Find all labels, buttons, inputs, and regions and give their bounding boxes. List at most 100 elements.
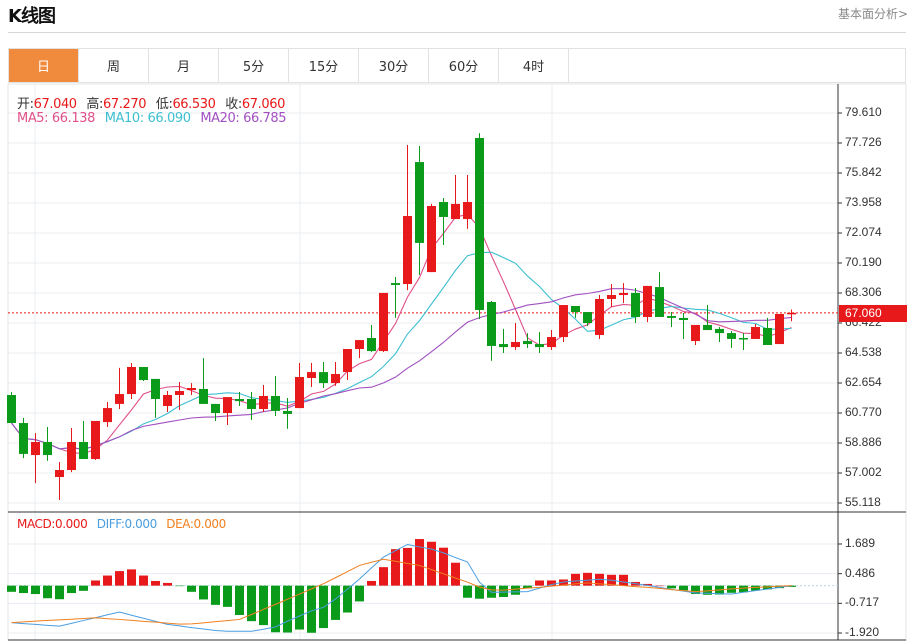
macd-bar — [619, 574, 628, 586]
candle — [775, 313, 784, 345]
macd-bar — [427, 541, 436, 586]
candle — [499, 328, 508, 353]
price-tick-label: 58.886 — [845, 435, 882, 449]
candle-body — [583, 312, 592, 324]
candle — [139, 366, 148, 381]
candle-body — [487, 302, 496, 346]
tab-5min[interactable]: 5分 — [219, 49, 289, 82]
candle — [583, 312, 592, 327]
candle-body — [787, 312, 796, 315]
candle-body — [667, 316, 676, 318]
macd-bar — [583, 572, 592, 586]
ohlc-legend: 开:67.040 高:67.270 低:66.530 收:67.060 — [17, 93, 291, 112]
ma5-line — [11, 213, 792, 455]
candle — [523, 333, 532, 349]
candle — [115, 367, 124, 410]
candle-body — [223, 397, 232, 413]
candle-body — [727, 333, 736, 339]
candle-body — [451, 203, 460, 220]
tab-4hour[interactable]: 4时 — [499, 49, 569, 82]
candle — [343, 348, 352, 381]
macd-bar — [223, 585, 232, 607]
dea-line — [11, 558, 792, 625]
tab-15min[interactable]: 15分 — [289, 49, 359, 82]
macd-bar — [343, 585, 352, 613]
price-tick-label: 79.610 — [845, 105, 882, 119]
macd-bar — [679, 585, 688, 591]
candle-body — [79, 441, 88, 460]
candle — [7, 391, 16, 424]
candle-body — [91, 420, 100, 460]
candle-body — [631, 292, 640, 317]
macd-bar — [355, 585, 364, 602]
macd-bar — [187, 585, 196, 592]
ma5-legend: MA5: 66.138 — [17, 111, 95, 126]
candle — [43, 427, 52, 461]
candle-body — [343, 348, 352, 373]
price-tick-label: 72.074 — [845, 225, 882, 239]
tab-60min[interactable]: 60分 — [429, 49, 499, 82]
macd-bar — [235, 585, 244, 615]
macd-bar — [103, 575, 112, 586]
macd-bar — [403, 547, 412, 586]
candle-body — [523, 341, 532, 345]
candle-body — [115, 394, 124, 404]
period-tabs: 日 周 月 5分 15分 30分 60分 4时 — [8, 48, 906, 83]
candle-body — [463, 202, 472, 220]
price-tick-label: 64.538 — [845, 345, 882, 359]
candle — [511, 323, 520, 350]
low-value: 66.530 — [172, 97, 216, 112]
candle — [379, 292, 388, 353]
candle-body — [307, 372, 316, 378]
fundamental-analysis-link[interactable]: 基本面分析> — [837, 7, 908, 21]
candle — [79, 420, 88, 460]
candle-body — [235, 398, 244, 402]
price-tick-label: 75.842 — [845, 165, 882, 179]
candle — [439, 198, 448, 246]
candle-body — [643, 285, 652, 317]
open-label: 开: — [17, 97, 34, 112]
candle-body — [571, 305, 580, 313]
price-tick-label: 77.726 — [845, 135, 882, 149]
candle-body — [247, 398, 256, 410]
last-price-tag: 67.060 — [839, 305, 907, 322]
macd-bar — [703, 585, 712, 595]
candle — [559, 305, 568, 342]
candle — [739, 333, 748, 350]
ma20-legend: MA20: 66.785 — [200, 111, 287, 126]
macd-tick-label: -1.920 — [845, 625, 880, 639]
candle-body — [391, 283, 400, 285]
candle-body — [55, 470, 64, 478]
macd-bar — [55, 585, 64, 600]
candle — [655, 272, 664, 317]
candle — [391, 277, 400, 318]
candle-body — [535, 344, 544, 348]
macd-bar — [667, 585, 676, 589]
tab-30min[interactable]: 30分 — [359, 49, 429, 82]
candle-body — [415, 162, 424, 243]
candle — [547, 330, 556, 350]
candle — [367, 324, 376, 353]
price-tick-label: 57.002 — [845, 465, 882, 479]
divider — [8, 32, 906, 33]
candle-body — [511, 341, 520, 348]
tab-month[interactable]: 月 — [149, 49, 219, 82]
candle — [763, 317, 772, 346]
candle — [247, 391, 256, 421]
candle — [151, 378, 160, 418]
high-label: 高: — [86, 97, 104, 112]
candle-body — [295, 377, 304, 409]
macd-bar — [415, 539, 424, 586]
candle-body — [151, 378, 160, 399]
candle-body — [655, 287, 664, 317]
high-value: 67.270 — [103, 97, 147, 112]
candle — [427, 203, 436, 273]
tab-week[interactable]: 周 — [79, 49, 149, 82]
candle-body — [127, 366, 136, 395]
tab-day[interactable]: 日 — [9, 49, 79, 82]
candle — [415, 145, 424, 275]
macd-bar — [691, 585, 700, 595]
candle-body — [679, 317, 688, 321]
macd-bar — [91, 580, 100, 586]
